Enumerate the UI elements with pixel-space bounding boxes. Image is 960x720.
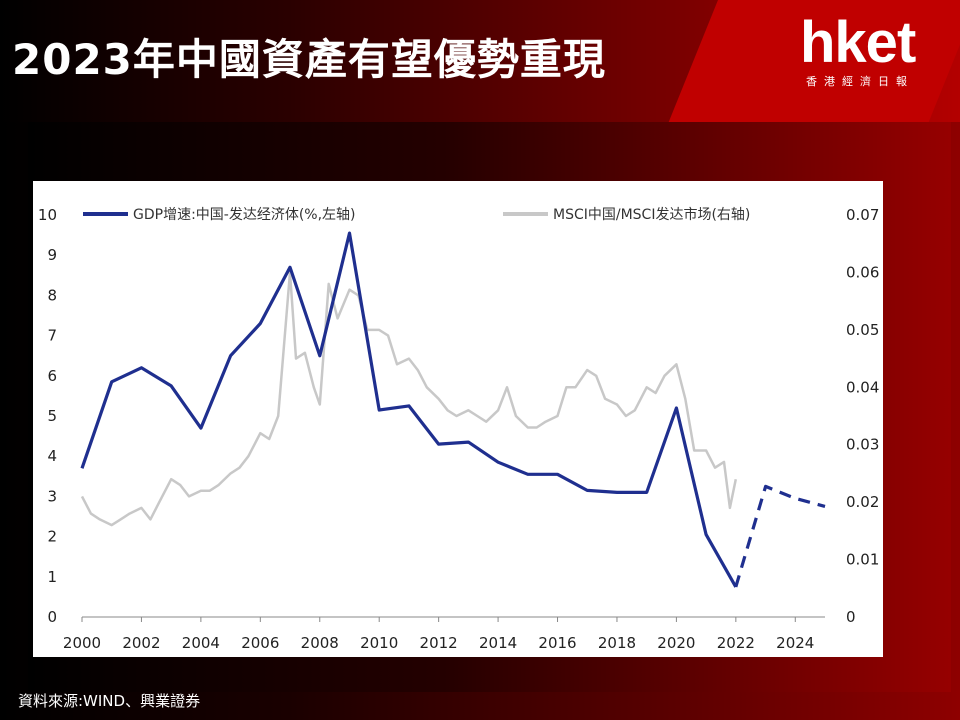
y-left-tick-label: 4 — [47, 447, 57, 465]
y-right-tick-label: 0 — [846, 608, 856, 626]
y-left-tick-label: 1 — [47, 568, 57, 586]
x-tick-label: 2016 — [538, 634, 576, 652]
y-left-tick-label: 3 — [47, 487, 57, 505]
legend-label-gdp: GDP增速:中国-发达经济体(%,左轴) — [133, 207, 356, 223]
y-right-tick-label: 0.03 — [846, 436, 879, 454]
chart-container: 2000 2002 2004 2006 2008 2010 2012 2014 2016 2018… — [33, 181, 883, 657]
hket-logo: hket — [800, 10, 916, 75]
x-tick-label: 2004 — [182, 634, 220, 652]
x-tick-label: 2024 — [776, 634, 814, 652]
x-tick-label: 2010 — [360, 634, 398, 652]
x-tick-label: 2008 — [301, 634, 339, 652]
chart-legend: GDP增速:中国-发达经济体(%,左轴) MSCI中国/MSCI发达市场(右轴) — [83, 206, 750, 223]
y-right-tick-label: 0.02 — [846, 493, 879, 511]
series-line-gdp-forecast — [734, 484, 826, 588]
y-right-tick-label: 0.05 — [846, 321, 879, 339]
series-layer — [80, 231, 826, 588]
x-tick-label: 2022 — [717, 634, 755, 652]
y-left-tick-label: 8 — [47, 286, 57, 304]
source-note: 資料來源:WIND、興業證券 — [18, 692, 201, 710]
x-tick-label: 2006 — [241, 634, 279, 652]
y-left-tick-label: 6 — [47, 367, 57, 385]
axes-layer: 2000 2002 2004 2006 2008 2010 2012 2014 2016 2018… — [38, 206, 880, 652]
y-right-tick-label: 0.07 — [846, 206, 879, 224]
y-right-tick-label: 0.04 — [846, 378, 879, 396]
x-tick-label: 2014 — [479, 634, 517, 652]
x-tick-label: 2002 — [122, 634, 160, 652]
y-left-tick-label: 10 — [38, 206, 57, 224]
y-left-tick-label: 7 — [47, 327, 57, 345]
y-left-tick-label: 0 — [47, 608, 57, 626]
y-left-tick-label: 2 — [47, 528, 57, 546]
chart-svg: 2000 2002 2004 2006 2008 2010 2012 2014 2016 2018… — [38, 206, 880, 652]
y-left-tick-label: 9 — [47, 246, 57, 264]
series-line-gdp — [80, 231, 738, 588]
page-title: 2023年中國資產有望優勢重現 — [12, 35, 606, 84]
legend-label-msci: MSCI中国/MSCI发达市场(右轴) — [553, 206, 750, 223]
y-right-tick-label: 0.06 — [846, 263, 879, 281]
header-banner: 2023年中國資產有望優勢重現 hket 香港經濟日報 — [0, 0, 960, 122]
x-tick-label: 2000 — [63, 634, 101, 652]
hket-logo-subtitle: 香港經濟日報 — [806, 75, 914, 88]
x-tick-label: 2018 — [598, 634, 636, 652]
series-line-msci — [80, 271, 738, 527]
x-tick-label: 2012 — [420, 634, 458, 652]
y-right-tick-label: 0.01 — [846, 551, 879, 569]
y-left-tick-label: 5 — [47, 407, 57, 425]
x-tick-label: 2020 — [657, 634, 695, 652]
